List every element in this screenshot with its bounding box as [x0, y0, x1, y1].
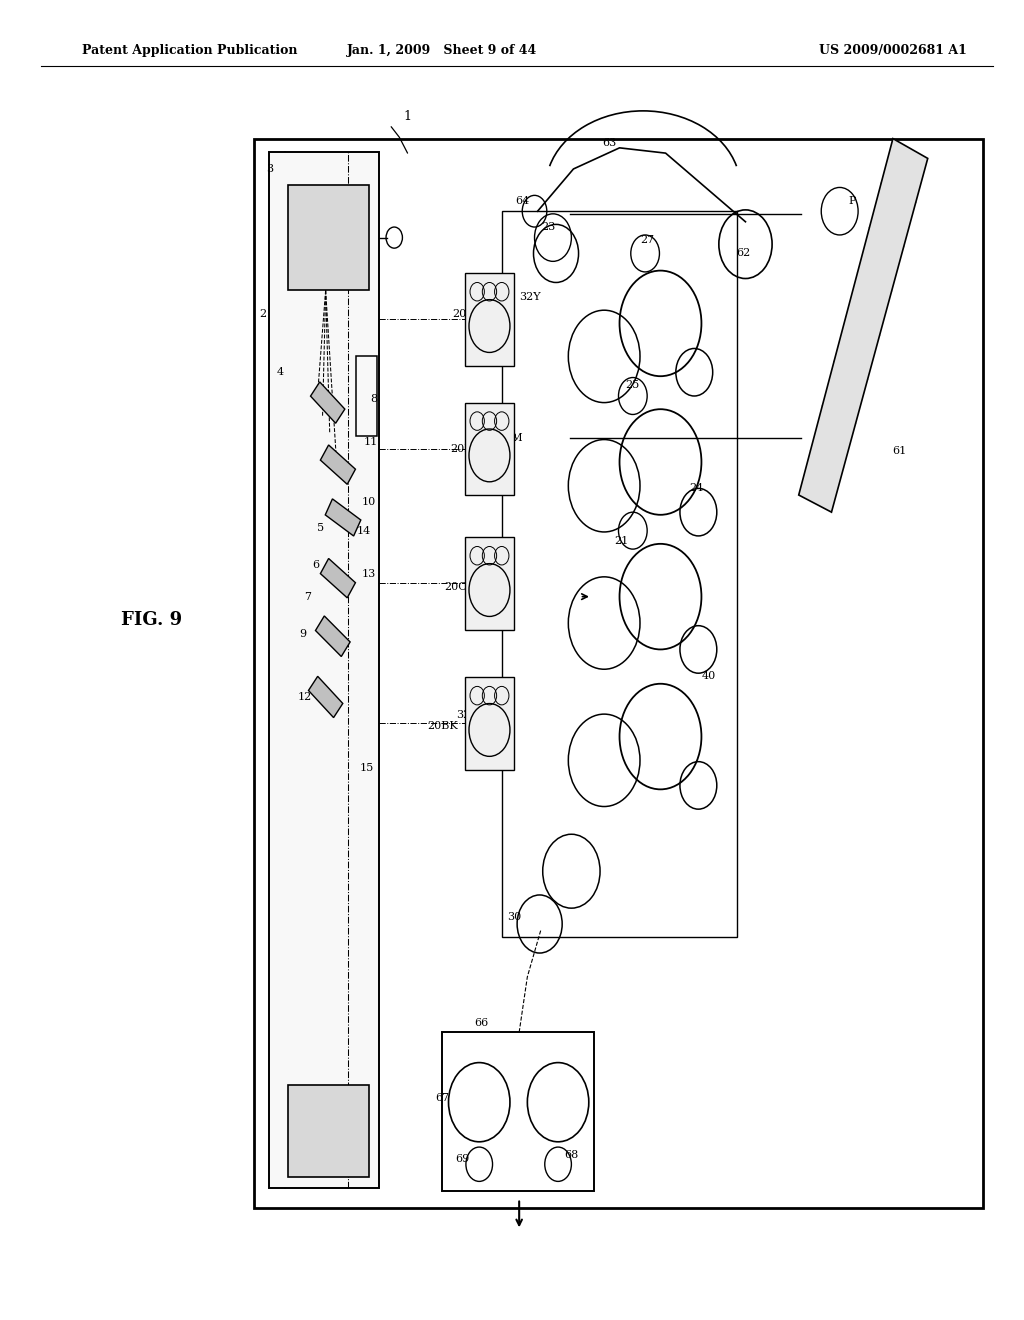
Text: 14: 14 — [356, 525, 371, 536]
Text: 1: 1 — [403, 110, 412, 123]
Text: Patent Application Publication: Patent Application Publication — [82, 44, 297, 57]
Text: 25: 25 — [626, 380, 640, 391]
Polygon shape — [310, 381, 345, 424]
Text: 67: 67 — [435, 1093, 450, 1104]
Text: 2: 2 — [260, 309, 266, 319]
Text: 61: 61 — [892, 446, 906, 457]
Text: 32C: 32C — [480, 573, 503, 583]
Text: 6: 6 — [312, 560, 318, 570]
Text: 63: 63 — [602, 137, 616, 148]
Text: FIG. 9: FIG. 9 — [121, 611, 182, 630]
Text: 22: 22 — [503, 433, 517, 444]
Text: Jan. 1, 2009   Sheet 9 of 44: Jan. 1, 2009 Sheet 9 of 44 — [347, 44, 538, 57]
Text: 21: 21 — [614, 536, 629, 546]
Polygon shape — [269, 152, 379, 1188]
Text: 69: 69 — [456, 1154, 470, 1164]
Text: 24: 24 — [689, 483, 703, 494]
Text: 20BK: 20BK — [427, 721, 458, 731]
Text: 62: 62 — [736, 248, 751, 259]
Polygon shape — [321, 445, 355, 484]
Polygon shape — [465, 273, 514, 366]
Text: 4: 4 — [278, 367, 284, 378]
Polygon shape — [465, 537, 514, 630]
Text: 7: 7 — [304, 591, 310, 602]
Polygon shape — [288, 185, 369, 290]
Polygon shape — [315, 616, 350, 656]
Text: 23: 23 — [542, 222, 556, 232]
Text: 40: 40 — [701, 671, 716, 681]
Text: 13: 13 — [361, 569, 376, 579]
Polygon shape — [799, 139, 928, 512]
Polygon shape — [326, 499, 360, 536]
Text: 20M: 20M — [450, 444, 476, 454]
Text: 20Y: 20Y — [452, 309, 474, 319]
Text: 68: 68 — [564, 1150, 579, 1160]
Text: 5: 5 — [317, 523, 324, 533]
Text: P: P — [848, 195, 856, 206]
Text: 64: 64 — [515, 195, 529, 206]
Text: 32BK: 32BK — [456, 710, 486, 721]
Text: 9: 9 — [300, 628, 306, 639]
Text: 11: 11 — [364, 437, 378, 447]
Text: 32M: 32M — [497, 433, 523, 444]
Polygon shape — [308, 676, 343, 718]
Text: 20C: 20C — [444, 582, 467, 593]
Text: 30: 30 — [507, 912, 521, 923]
Text: US 2009/0002681 A1: US 2009/0002681 A1 — [819, 44, 967, 57]
Text: 15: 15 — [359, 763, 374, 774]
Polygon shape — [321, 558, 355, 598]
Text: 10: 10 — [361, 496, 376, 507]
Text: 12: 12 — [298, 692, 312, 702]
Polygon shape — [288, 1085, 369, 1177]
Text: 66: 66 — [474, 1018, 488, 1028]
Polygon shape — [465, 403, 514, 495]
Text: 8: 8 — [371, 393, 377, 404]
Polygon shape — [465, 677, 514, 770]
Text: 3: 3 — [266, 164, 272, 174]
Text: 32Y: 32Y — [519, 292, 542, 302]
Text: 27: 27 — [640, 235, 654, 246]
